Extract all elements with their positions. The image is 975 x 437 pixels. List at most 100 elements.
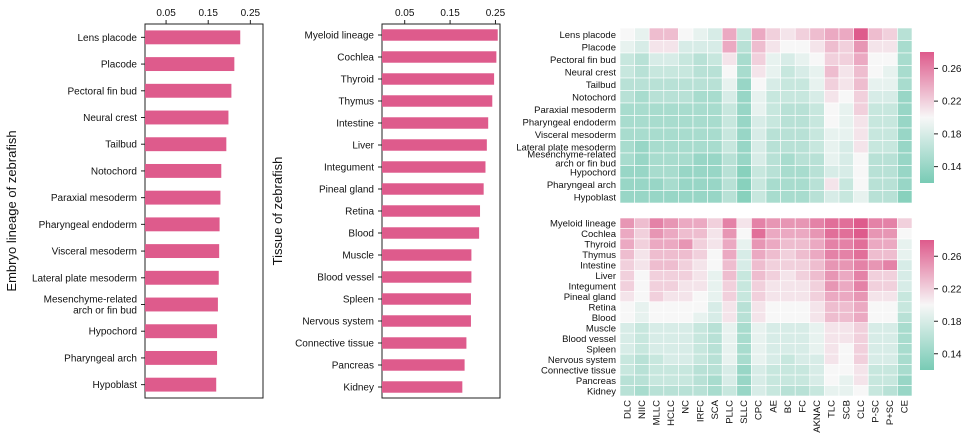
heatmap-cell <box>838 102 854 116</box>
heatmap-cell <box>678 140 694 154</box>
heatmap-cell <box>663 290 679 303</box>
heatmap-cell <box>838 127 854 141</box>
heatmap-cell <box>867 301 884 313</box>
column-label: FC <box>798 400 809 413</box>
heatmap-cell <box>780 177 796 191</box>
heatmap-cell <box>897 115 913 129</box>
bar <box>145 244 220 259</box>
heatmap-cell <box>794 322 811 334</box>
bar <box>382 315 471 327</box>
heatmap-cell <box>809 115 825 129</box>
heatmap-cell <box>707 52 723 66</box>
heatmap-cell <box>707 90 723 104</box>
bar <box>145 297 218 312</box>
heatmap-cell <box>838 364 854 376</box>
column-label: SCA <box>710 399 721 419</box>
heatmap-cell <box>809 77 825 91</box>
heatmap-cell <box>897 343 913 355</box>
heatmap-cell <box>809 40 825 54</box>
heatmap-cell <box>692 102 708 116</box>
heatmap-cell <box>751 290 767 303</box>
heatmap-cell <box>721 301 738 313</box>
heatmap-cell <box>648 343 665 355</box>
heatmap-cell <box>765 77 781 91</box>
heatmap-cell <box>663 364 679 376</box>
heatmap-cell <box>648 290 665 303</box>
heatmap-cell <box>751 165 767 179</box>
heatmap-cell <box>619 343 635 355</box>
heatmap-cell <box>780 332 796 344</box>
category-label: Blood vessel <box>317 273 374 284</box>
heatmap-cell <box>824 190 840 204</box>
heatmap-cell <box>736 364 752 376</box>
heatmap-cell <box>678 374 694 386</box>
heatmap-cell <box>780 77 796 91</box>
heatmap-cell <box>648 52 665 66</box>
heatmap-cell <box>663 165 679 179</box>
heatmap-cell <box>765 40 781 54</box>
heatmap-cell <box>692 140 708 154</box>
heatmap-cell <box>765 385 781 397</box>
heatmap-cell <box>678 311 694 324</box>
heatmap-cell <box>867 238 884 250</box>
heatmap-cell <box>765 249 781 261</box>
heatmap-cell <box>663 217 679 229</box>
heatmap-cell <box>838 301 854 313</box>
heatmap-cell <box>882 332 898 344</box>
heatmap-cell <box>897 90 913 104</box>
heatmap-cell <box>707 217 723 229</box>
heatmap-cell <box>794 332 811 344</box>
heatmap-cell <box>663 27 679 41</box>
heatmap-cell <box>882 152 898 166</box>
heatmap-cell <box>897 152 913 166</box>
category-label: Pharyngeal endoderm <box>39 220 137 231</box>
heatmap-cell <box>853 280 869 292</box>
heatmap-cell <box>824 364 840 376</box>
heatmap-cell <box>897 385 913 397</box>
heatmap-cell <box>824 115 840 129</box>
column-label: SCB <box>841 400 852 420</box>
heatmap-cell <box>721 177 738 191</box>
heatmap-cell <box>678 115 694 129</box>
heatmap-cell <box>780 290 796 303</box>
heatmap-cell <box>663 90 679 104</box>
heatmap-cell <box>634 353 650 365</box>
heatmap-cell <box>619 280 635 292</box>
category-label: Pancreas <box>332 361 374 372</box>
heatmap-cell <box>751 115 767 129</box>
heatmap-cell <box>648 353 665 365</box>
heatmap-cell <box>736 270 752 282</box>
heatmap-cell <box>707 238 723 250</box>
heatmap-cell <box>809 165 825 179</box>
heatmap-cell <box>721 353 738 365</box>
column-label: CLC <box>856 400 867 419</box>
heatmap-cell <box>634 385 650 397</box>
heatmap-cell <box>824 249 840 261</box>
heatmap-cell <box>619 228 635 240</box>
heatmap-cell <box>765 27 781 41</box>
heatmap-cell <box>721 127 738 141</box>
heatmap-cell <box>882 301 898 313</box>
heatmap-cell <box>867 102 884 116</box>
heatmap-cell <box>838 177 854 191</box>
category-label: Thymus <box>338 97 374 108</box>
heatmap-cell <box>765 343 781 355</box>
heatmap-cell <box>867 364 884 376</box>
row-label: Pectoral fin bud <box>550 55 616 66</box>
heatmap-cell <box>707 249 723 261</box>
heatmap-cell <box>867 353 884 365</box>
heatmap-cell <box>663 332 679 344</box>
heatmap-cell <box>853 27 869 41</box>
heatmap-cell <box>780 217 796 229</box>
heatmap-cell <box>619 249 635 261</box>
row-label: Thymus <box>582 250 616 261</box>
heatmap-cell <box>692 343 708 355</box>
heatmap-cell <box>780 259 796 271</box>
heatmap-cell <box>663 77 679 91</box>
heatmap-cell <box>663 190 679 204</box>
heatmap-cell <box>721 115 738 129</box>
heatmap-cell <box>765 65 781 79</box>
heatmap-cell <box>824 90 840 104</box>
heatmap-cell <box>809 270 825 282</box>
y-axis-title: Tissue of zebrafish <box>270 157 285 266</box>
